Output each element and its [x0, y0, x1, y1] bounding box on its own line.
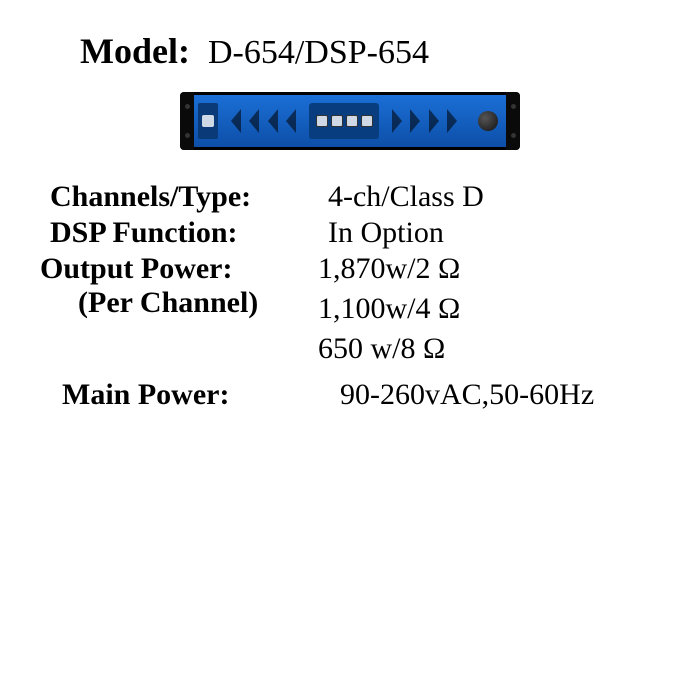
mount-hole — [185, 104, 190, 109]
dsp-value: In Option — [328, 216, 444, 250]
output-sublabel: (Per Channel) — [78, 286, 318, 320]
spec-sheet: Model: D-654/DSP-654 — [0, 0, 700, 444]
mount-hole — [511, 104, 516, 109]
chevron-icon — [410, 109, 420, 133]
jack-icon — [316, 115, 328, 127]
output-value-4ohm: 1,100w/4 Ω — [318, 292, 460, 326]
chevron-icon — [268, 109, 278, 133]
jack-icon — [331, 115, 343, 127]
jack-icon — [361, 115, 373, 127]
chevron-icon — [392, 109, 402, 133]
chevron-icon — [286, 109, 296, 133]
dsp-label: DSP Function: — [50, 216, 310, 250]
product-image-row — [40, 92, 660, 150]
output-value-8ohm: 650 w/8 Ω — [318, 332, 460, 366]
output-value-2ohm: 1,870w/2 Ω — [318, 252, 460, 286]
vent-left — [218, 100, 309, 142]
specs-block: Channels/Type: 4-ch/Class D DSP Function… — [40, 180, 660, 412]
channels-row: Channels/Type: 4-ch/Class D — [40, 180, 660, 214]
mount-hole — [185, 133, 190, 138]
dsp-row: DSP Function: In Option — [40, 216, 660, 250]
io-panel — [309, 103, 379, 139]
rack-ear-left — [180, 92, 194, 150]
main-power-label: Main Power: — [62, 378, 322, 412]
output-row: Output Power: (Per Channel) 1,870w/2 Ω 1… — [40, 252, 660, 366]
output-values: 1,870w/2 Ω 1,100w/4 Ω 650 w/8 Ω — [318, 252, 460, 366]
channels-value: 4-ch/Class D — [328, 180, 484, 214]
vent-right — [379, 100, 470, 142]
model-row: Model: D-654/DSP-654 — [40, 30, 660, 72]
output-label: Output Power: — [40, 252, 300, 286]
amplifier-illustration — [180, 92, 520, 150]
knob-icon — [478, 111, 498, 131]
brand-icon — [202, 115, 214, 127]
channels-label: Channels/Type: — [50, 180, 310, 214]
model-label: Model: — [80, 30, 190, 72]
chevron-icon — [231, 109, 241, 133]
main-power-row: Main Power: 90-260vAC,50-60Hz — [40, 378, 660, 412]
mount-hole — [511, 133, 516, 138]
rack-face — [194, 92, 506, 150]
chevron-icon — [249, 109, 259, 133]
main-power-value: 90-260vAC,50-60Hz — [340, 378, 594, 412]
brand-slot — [198, 103, 218, 139]
chevron-icon — [429, 109, 439, 133]
model-value: D-654/DSP-654 — [208, 34, 429, 72]
rack-ear-right — [506, 92, 520, 150]
jack-icon — [346, 115, 358, 127]
chevron-icon — [447, 109, 457, 133]
